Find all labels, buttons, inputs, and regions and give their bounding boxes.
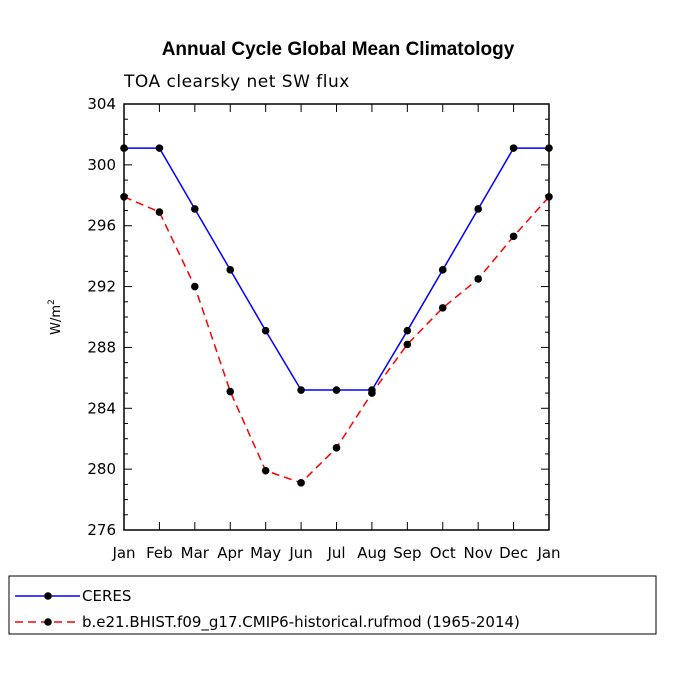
x-tick-label: Jul [326,544,345,562]
legend: CERES b.e21.BHIST.f09_g17.CMIP6-historic… [8,575,657,635]
x-tick-label: Nov [464,544,493,562]
y-tick-label: 296 [87,217,116,235]
y-tick-label: 284 [87,399,116,417]
plot-frame [123,103,550,531]
data-point-series-1 [438,304,447,312]
y-tick-label: 300 [87,156,116,174]
axis-ticks [123,103,550,531]
series-lines [123,147,550,484]
data-point-series-1 [120,193,128,201]
x-tick-label: Feb [146,544,173,562]
data-point-series-0 [261,326,270,335]
x-tick-label: Mar [181,544,210,562]
legend-label-model: b.e21.BHIST.f09_g17.CMIP6-historical.ruf… [82,613,520,632]
data-point-series-1 [297,479,305,487]
data-point-series-0 [474,205,482,213]
data-point-series-1 [403,340,412,349]
data-point-series-1 [226,387,235,396]
x-tick-label: Jun [288,544,312,562]
data-point-series-0 [332,386,341,394]
y-tick-label: 304 [87,95,116,113]
data-point-series-1 [191,282,199,291]
y-axis-tick-labels: 276 280 284 288 292 296 300 304 [87,95,116,539]
chart-title: Annual Cycle Global Mean Climatology [162,39,515,60]
data-point-series-0 [155,144,164,152]
legend-box [8,575,657,635]
chart-subtitle: TOA clearsky net SW flux [123,72,350,92]
series-line-0 [124,147,549,391]
data-point-series-0 [509,144,518,152]
y-tick-label: 292 [87,278,116,296]
series-line-1 [123,196,550,484]
y-axis-label: W/m2 [47,299,64,335]
legend-marker-model [44,618,52,626]
y-axis-label-superscript: 2 [47,299,57,305]
series-points [120,144,553,487]
data-point-series-1 [368,389,376,397]
plot-area: 276 280 284 288 292 296 300 304 Jan Feb Mar Apr May… [87,95,560,562]
legend-marker-ceres [44,592,52,600]
x-tick-label: Jan [111,544,135,562]
y-tick-label: 288 [87,338,116,356]
data-point-series-0 [438,266,447,274]
x-tick-label: Dec [499,544,528,562]
data-point-series-0 [403,326,412,335]
y-tick-label: 276 [87,521,116,539]
data-point-series-1 [509,232,518,241]
data-point-series-1 [474,275,482,283]
data-point-series-0 [226,266,235,274]
x-tick-label: May [250,544,281,562]
data-point-series-0 [191,205,199,213]
x-tick-label: Oct [430,544,456,562]
data-point-series-1 [261,466,270,475]
y-tick-label: 280 [87,460,116,478]
data-point-series-1 [332,444,341,452]
x-axis-tick-labels: Jan Feb Mar Apr May Jun Jul Aug Sep Oct Nov Dec Jan [111,544,560,562]
data-point-series-0 [297,386,305,394]
data-point-series-1 [545,193,553,201]
legend-label-ceres: CERES [82,587,131,605]
data-point-series-0 [120,144,128,152]
x-tick-label: Jan [536,544,560,562]
x-tick-label: Sep [393,544,421,562]
x-tick-label: Aug [357,544,386,562]
y-axis-label-text: W/m [49,305,64,335]
data-point-series-0 [545,144,553,152]
x-tick-label: Apr [217,544,244,562]
data-point-series-1 [155,208,164,216]
